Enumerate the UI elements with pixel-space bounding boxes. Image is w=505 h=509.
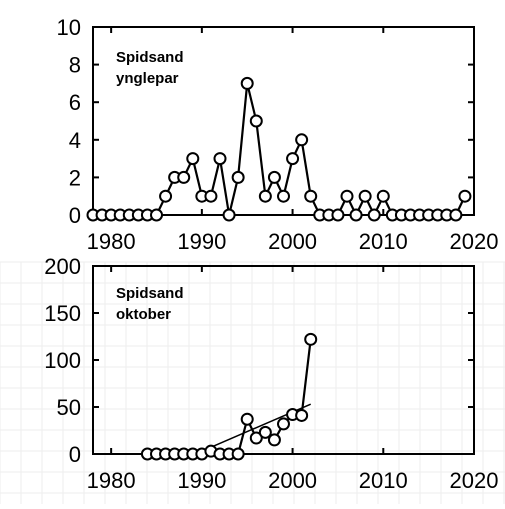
data-point: [249, 114, 263, 128]
y-tick-label: 150: [44, 301, 81, 326]
x-tick-label: 1990: [177, 468, 226, 493]
data-point: [240, 412, 254, 426]
data-point: [267, 170, 281, 184]
data-point: [295, 133, 309, 147]
data-point: [340, 189, 354, 203]
data-point: [150, 208, 163, 222]
y-tick-label: 0: [69, 442, 81, 467]
y-tick-label: 6: [69, 90, 81, 115]
data-point: [367, 208, 381, 222]
y-tick-label: 10: [57, 15, 81, 40]
data-point: [277, 417, 290, 431]
y-tick-label: 0: [69, 203, 81, 228]
y-tick-label: 200: [44, 254, 81, 279]
data-point: [304, 189, 318, 203]
data-point: [376, 189, 390, 203]
x-tick-label: 1980: [87, 468, 136, 493]
chart-annotation: ynglepar: [116, 70, 179, 87]
data-point: [295, 408, 309, 422]
data-point: [204, 189, 218, 203]
x-tick-label: 2020: [450, 468, 499, 493]
x-tick-label: 2020: [450, 229, 499, 254]
data-point: [177, 170, 191, 184]
data-point: [286, 152, 300, 166]
data-point: [231, 170, 245, 184]
data-point: [458, 189, 472, 203]
data-point: [213, 152, 227, 166]
x-tick-label: 2010: [359, 229, 408, 254]
y-tick-label: 8: [69, 53, 81, 78]
background-grid: [0, 261, 505, 504]
x-tick-label: 2000: [268, 229, 317, 254]
y-tick-label: 100: [44, 348, 81, 373]
y-tick-label: 50: [57, 395, 81, 420]
chart-ynglepar: 0 2 4 6 8 10 1980 1990 2000 2010 2020 Spidsand yngle…: [57, 15, 499, 254]
data-point: [267, 433, 281, 447]
data-point: [449, 208, 463, 222]
y-tick-label: 2: [69, 165, 81, 190]
data-point: [231, 447, 245, 461]
x-tick-label: 1980: [87, 229, 136, 254]
series-line: [147, 339, 312, 456]
chart-oktober: 0 50 100 150 200 1980 1990 2000 2010 2020 Spidsand…: [44, 254, 498, 493]
chart-annotation: Spidsand: [116, 49, 184, 66]
data-point: [186, 152, 200, 166]
data-point: [222, 208, 236, 222]
x-tick-label: 2010: [359, 468, 408, 493]
x-tick-label: 2000: [268, 468, 317, 493]
data-point: [249, 431, 263, 445]
data-point: [358, 189, 372, 203]
data-point: [159, 189, 173, 203]
x-tick-label: 1990: [177, 229, 226, 254]
data-point: [277, 189, 290, 203]
data-point: [331, 208, 345, 222]
plot-frame: [92, 26, 475, 216]
data-point: [258, 189, 272, 203]
data-point: [304, 332, 318, 346]
chart-annotation: Spidsand: [116, 285, 184, 302]
data-point: [240, 76, 254, 90]
data-point: [258, 425, 272, 439]
chart-annotation: oktober: [116, 306, 171, 323]
data-point: [349, 208, 363, 222]
y-tick-label: 4: [69, 128, 81, 153]
